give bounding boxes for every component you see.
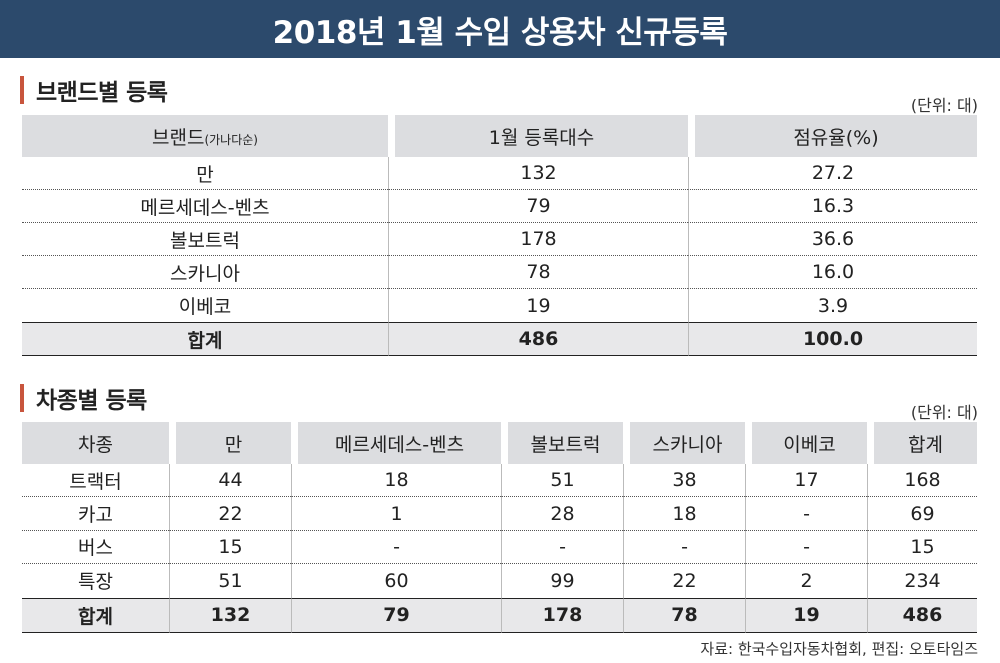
total-row: 합계 486 100.0 xyxy=(22,322,977,356)
brand-cell: 스카니아 xyxy=(22,256,388,289)
total-row: 합계 132 79 178 78 19 486 xyxy=(22,597,977,633)
value-cell: 99 xyxy=(501,564,623,598)
table-row: 특장 51 60 99 22 2 234 xyxy=(22,564,977,598)
header-total: 합계 xyxy=(867,422,977,464)
table-row: 트랙터 44 18 51 38 17 168 xyxy=(22,464,977,498)
value-cell: 38 xyxy=(623,464,745,498)
table-row: 만 132 27.2 xyxy=(22,157,977,190)
type-cell: 카고 xyxy=(22,497,169,531)
table-row: 스카니아 78 16.0 xyxy=(22,256,977,289)
value-cell: 28 xyxy=(501,497,623,531)
total-label: 합계 xyxy=(22,322,388,356)
table-header-row: 브랜드(가나다순) 1월 등록대수 점유율(%) xyxy=(22,115,977,157)
share-cell: 16.0 xyxy=(688,256,977,289)
source-credit: 자료: 한국수입자동차협회, 편집: 오토타임즈 xyxy=(700,640,978,658)
total-cell: 132 xyxy=(169,597,291,633)
row-total-cell: 168 xyxy=(867,464,977,498)
accent-bar xyxy=(20,384,24,412)
value-cell: - xyxy=(623,530,745,565)
count-cell: 78 xyxy=(388,256,688,289)
share-cell: 3.9 xyxy=(688,289,977,322)
count-cell: 19 xyxy=(388,289,688,322)
brand-cell: 만 xyxy=(22,157,388,190)
row-total-cell: 69 xyxy=(867,497,977,531)
table-row: 메르세데스-벤츠 79 16.3 xyxy=(22,190,977,223)
header-iveco: 이베코 xyxy=(745,422,867,464)
table-row: 버스 15 - - - - 15 xyxy=(22,530,977,565)
total-cell: 178 xyxy=(501,597,623,633)
header-share: 점유율(%) xyxy=(688,115,977,157)
type-cell: 트랙터 xyxy=(22,464,169,498)
count-cell: 79 xyxy=(388,190,688,223)
value-cell: 51 xyxy=(169,564,291,598)
type-section-title: 차종별 등록 xyxy=(36,388,147,414)
count-cell: 132 xyxy=(388,157,688,190)
type-cell: 버스 xyxy=(22,531,169,565)
share-cell: 36.6 xyxy=(688,223,977,256)
brand-registration-table: 브랜드(가나다순) 1월 등록대수 점유율(%) 만 132 27.2 메르세데… xyxy=(22,115,977,356)
share-cell: 27.2 xyxy=(688,157,977,190)
type-unit-label: (단위: 대) xyxy=(910,403,978,422)
value-cell: 60 xyxy=(291,564,501,598)
brand-section-title: 브랜드별 등록 xyxy=(36,80,168,106)
brand-unit-label: (단위: 대) xyxy=(910,96,978,115)
value-cell: 18 xyxy=(623,497,745,531)
header-count: 1월 등록대수 xyxy=(388,115,688,157)
total-count: 486 xyxy=(388,322,688,356)
brand-cell: 메르세데스-벤츠 xyxy=(22,190,388,223)
value-cell: 2 xyxy=(745,564,867,598)
header-type: 차종 xyxy=(22,422,169,464)
table-row: 볼보트럭 178 36.6 xyxy=(22,223,977,256)
value-cell: 15 xyxy=(169,530,291,565)
value-cell: 22 xyxy=(169,497,291,531)
total-cell: 78 xyxy=(623,597,745,633)
header-brand: 브랜드(가나다순) xyxy=(22,115,388,157)
row-total-cell: 15 xyxy=(867,530,977,565)
value-cell: 18 xyxy=(291,464,501,498)
total-share: 100.0 xyxy=(688,322,977,356)
table-row: 이베코 19 3.9 xyxy=(22,289,977,322)
type-cell: 특장 xyxy=(78,571,113,594)
value-cell: 51 xyxy=(501,464,623,498)
value-cell: 22 xyxy=(623,564,745,598)
count-cell: 178 xyxy=(388,223,688,256)
brand-cell: 이베코 xyxy=(178,296,232,318)
header-scania: 스카니아 xyxy=(623,422,745,464)
page-title: 2018년 1월 수입 상용차 신규등록 xyxy=(0,0,1000,58)
vehicle-type-table: 차종 만 메르세데스-벤츠 볼보트럭 스카니아 이베코 합계 트랙터 44 18… xyxy=(22,422,977,633)
value-cell: 44 xyxy=(169,464,291,498)
header-man: 만 xyxy=(169,422,291,464)
share-cell: 16.3 xyxy=(688,190,977,223)
value-cell: - xyxy=(745,530,867,565)
total-cell: 79 xyxy=(291,597,501,633)
total-label: 합계 xyxy=(22,597,169,633)
value-cell: - xyxy=(745,497,867,531)
value-cell: 1 xyxy=(291,497,501,531)
brand-cell: 볼보트럭 xyxy=(22,223,388,256)
grand-total-cell: 486 xyxy=(867,597,977,633)
value-cell: 17 xyxy=(745,464,867,498)
type-section-heading: 차종별 등록 xyxy=(20,383,147,414)
value-cell: - xyxy=(501,530,623,565)
total-cell: 19 xyxy=(745,597,867,633)
header-mercedes: 메르세데스-벤츠 xyxy=(291,422,501,464)
row-total-cell: 234 xyxy=(867,564,977,598)
brand-section-heading: 브랜드별 등록 xyxy=(20,75,168,106)
value-cell: - xyxy=(291,530,501,565)
header-volvo: 볼보트럭 xyxy=(501,422,623,464)
table-row: 카고 22 1 28 18 - 69 xyxy=(22,497,977,531)
table-header-row: 차종 만 메르세데스-벤츠 볼보트럭 스카니아 이베코 합계 xyxy=(22,422,977,464)
accent-bar xyxy=(20,76,24,104)
